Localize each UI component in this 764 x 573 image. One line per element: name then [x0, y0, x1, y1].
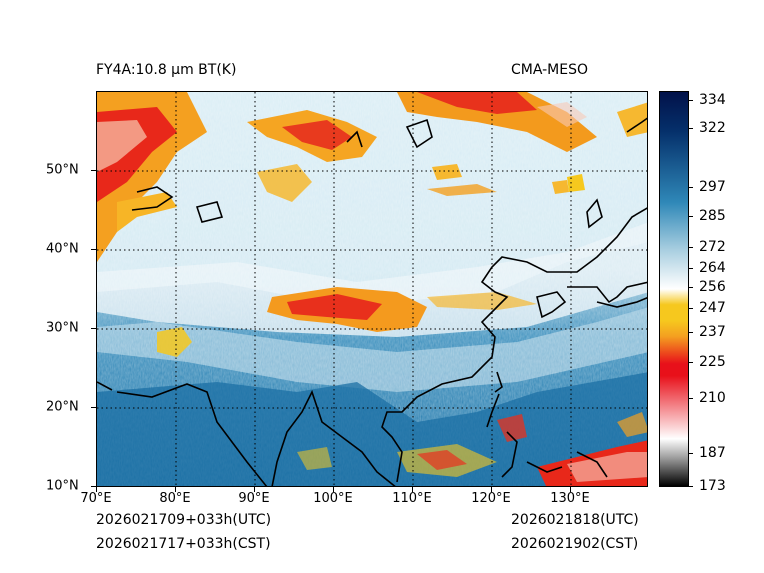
- lon-label: 80°E: [159, 491, 191, 506]
- colorbar-tick: [689, 247, 693, 248]
- init-time-cst: 2026021717+033h(CST): [96, 536, 271, 552]
- cloud-band-30n-east: [427, 292, 537, 310]
- lat-tick: [91, 328, 96, 329]
- cloud-ne-edge: [617, 102, 647, 137]
- colorbar-tick: [689, 187, 693, 188]
- colorbar-label: 210: [699, 390, 726, 406]
- colorbar-tick: [689, 268, 693, 269]
- colorbar-label: 272: [699, 239, 726, 255]
- lon-label: 130°E: [550, 491, 590, 506]
- lon-tick: [333, 487, 334, 492]
- lon-tick: [570, 487, 571, 492]
- colorbar-tick: [689, 287, 693, 288]
- cloud-cell-d: [567, 174, 585, 192]
- lat-label: 50°N: [46, 162, 79, 178]
- init-time-utc: 2026021709+033h(UTC): [96, 512, 272, 528]
- cloud-cell-c: [552, 180, 569, 194]
- tropical-ocean: [97, 372, 647, 486]
- lon-label: 120°E: [471, 491, 511, 506]
- coastlines: [97, 117, 647, 486]
- colorbar-label: 173: [699, 478, 726, 494]
- valid-time-cst: 2026021902(CST): [511, 536, 639, 552]
- colorbar-label: 264: [699, 260, 726, 276]
- cloud-north-streak: [257, 164, 312, 202]
- lon-tick: [491, 487, 492, 492]
- lat-tick: [91, 249, 96, 250]
- colorbar-label: 225: [699, 354, 726, 370]
- colorbar-label: 322: [699, 120, 726, 136]
- colorbar-tick: [689, 308, 693, 309]
- colorbar-label: 297: [699, 179, 726, 195]
- product-title: FY4A:10.8 µm BT(K): [96, 62, 237, 78]
- lat-tick: [91, 407, 96, 408]
- cloud-cell-b: [427, 184, 497, 196]
- map-canvas: [97, 92, 647, 486]
- lon-label: 100°E: [313, 491, 353, 506]
- satellite-map: [96, 91, 648, 487]
- lon-tick: [254, 487, 255, 492]
- cloud-cell-a: [432, 164, 462, 180]
- cloud-nw-tail: [117, 192, 177, 232]
- colorbar-label: 285: [699, 208, 726, 224]
- colorbar-tick: [689, 100, 693, 101]
- lat-label: 40°N: [46, 241, 79, 257]
- colorbar-tick: [689, 486, 693, 487]
- colorbar-label: 237: [699, 324, 726, 340]
- cloud-tropical-4: [297, 447, 332, 470]
- colorbar-label: 187: [699, 445, 726, 461]
- lon-label: 110°E: [392, 491, 432, 506]
- lat-label: 30°N: [46, 320, 79, 336]
- lon-tick: [96, 487, 97, 492]
- colorbar-tick: [689, 453, 693, 454]
- cloud-band-30n-core: [287, 294, 382, 320]
- cloud-tropical-5: [617, 412, 647, 437]
- colorbar-label: 247: [699, 300, 726, 316]
- colorbar: [659, 91, 689, 487]
- cloud-tropical-3-core: [567, 452, 647, 482]
- lat-tick: [91, 170, 96, 171]
- valid-time-utc: 2026021818(UTC): [511, 512, 639, 528]
- lat-tick: [91, 486, 96, 487]
- cloud-tropical-2: [497, 414, 527, 442]
- graticule: [97, 92, 647, 486]
- colorbar-tick: [689, 332, 693, 333]
- colorbar-tick: [689, 128, 693, 129]
- colorbar-label: 334: [699, 92, 726, 108]
- lon-tick: [175, 487, 176, 492]
- cloud-ne-red: [417, 92, 537, 114]
- colorbar-label: 256: [699, 279, 726, 295]
- cloud-tropical-1-core: [417, 450, 467, 470]
- lon-tick: [412, 487, 413, 492]
- colorbar-tick: [689, 398, 693, 399]
- lon-label: 70°E: [80, 491, 112, 506]
- lat-label: 20°N: [46, 399, 79, 415]
- cloud-nw-core: [97, 120, 147, 172]
- model-title: CMA-MESO: [511, 62, 589, 78]
- cloud-ne-pink: [537, 102, 587, 127]
- cloud-tibet-cell: [157, 327, 192, 357]
- colorbar-tick: [689, 362, 693, 363]
- colorbar-tick: [689, 216, 693, 217]
- lon-label: 90°E: [238, 491, 270, 506]
- lat-label: 10°N: [46, 478, 79, 494]
